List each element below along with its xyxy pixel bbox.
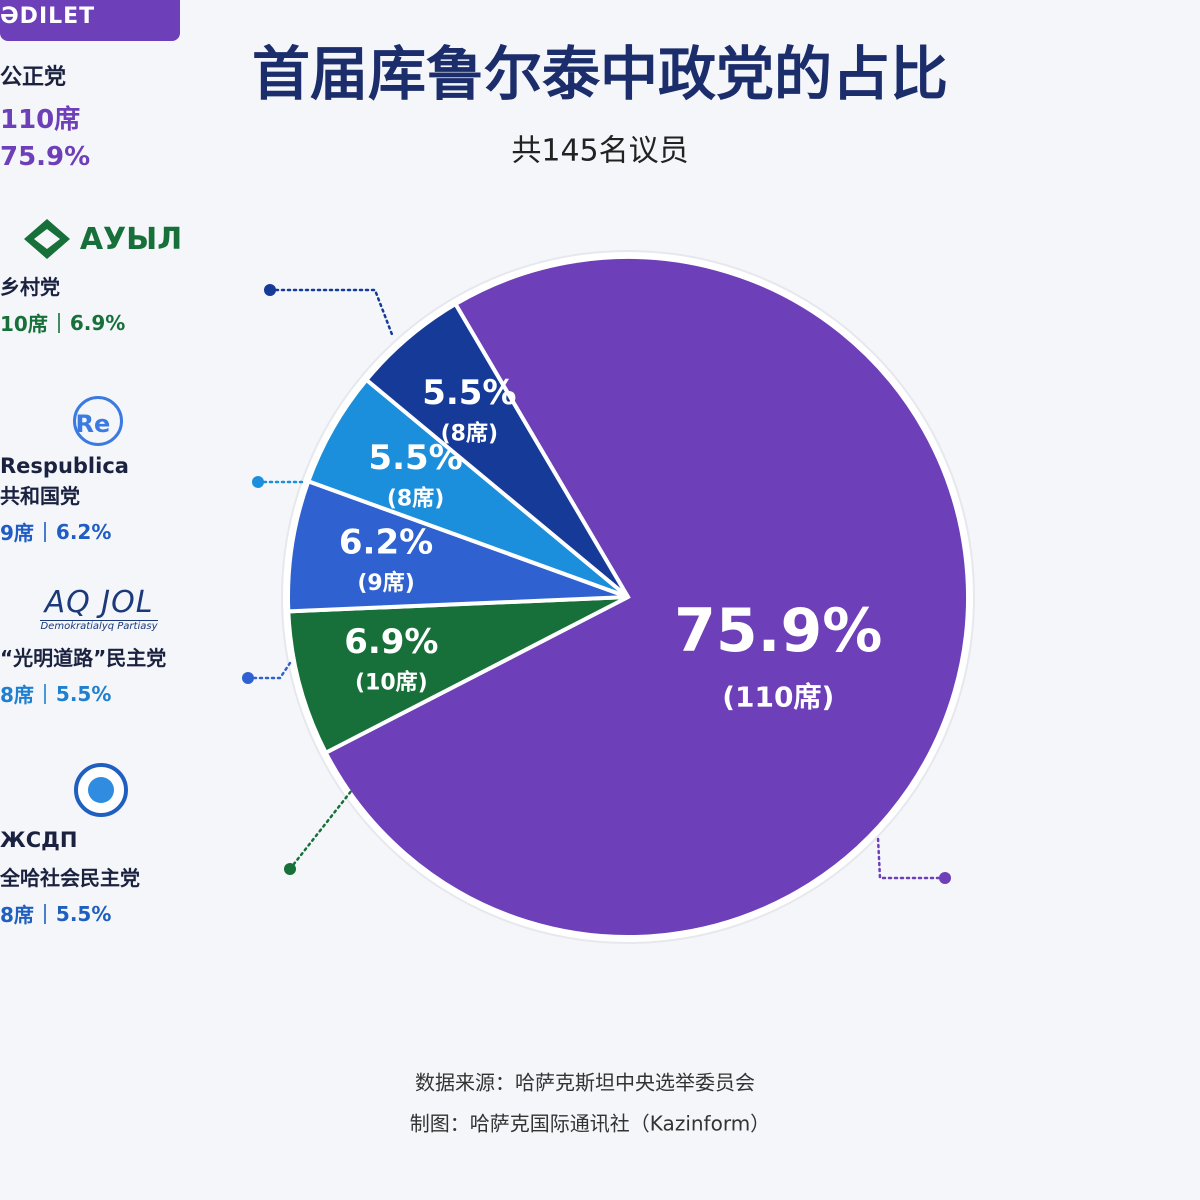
party-card: АУЫЛ 乡村党 10席 6.9% [0, 217, 204, 396]
logo-row: Re [0, 396, 195, 446]
connector [268, 288, 395, 339]
party-name: “光明道路”民主党 [0, 646, 167, 670]
slice-value-label: 5.5% [422, 373, 516, 413]
party-card: ƏDILET 公正党 110席 75.9% [0, 0, 207, 217]
separator [43, 683, 46, 704]
connector-dot [264, 284, 276, 296]
chart-title: 首届库鲁尔泰中政党的占比 [252, 40, 948, 108]
party-share: 6.9% [69, 310, 126, 335]
party-logo: AQ JOL [44, 585, 154, 620]
slice-value-label: 6.2% [339, 522, 433, 562]
party-seats: 10席 [0, 312, 48, 336]
party-logo: АУЫЛ [79, 221, 183, 257]
connector [288, 788, 354, 871]
logo-row [0, 762, 202, 818]
slice-seat-label: (8席) [387, 485, 444, 511]
party-seats: 9席 [0, 521, 34, 545]
party-card: ЖСДП 全哈社会民主党 8席 5.5% [0, 762, 202, 948]
connector-dot [939, 872, 951, 884]
party-share: 6.2% [55, 519, 112, 544]
connector [246, 658, 294, 680]
source-note: 数据来源：哈萨克斯坦中央选举委员会 [415, 1071, 755, 1095]
party-name: 乡村党 [0, 275, 60, 299]
slice-seat-label: (9席) [357, 570, 414, 596]
connector-dot [284, 863, 296, 875]
party-tagline: Demokratialyq Partiasy [40, 620, 158, 632]
pie-slice [286, 595, 629, 756]
party-logo: ƏDILET [0, 0, 180, 41]
logo-shape [23, 219, 70, 259]
party-brand: Respublica [0, 454, 129, 478]
slice-value-label: 6.9% [344, 622, 438, 662]
party-seats: 110席 [0, 105, 81, 135]
party-stats: 10席 6.9% [0, 308, 204, 337]
party-stats: 8席 5.5% [0, 679, 198, 708]
party-brand: ЖСДП [0, 828, 78, 852]
separator [57, 312, 60, 333]
connector-dot [242, 672, 254, 684]
party-name: 共和国党 [0, 484, 80, 508]
connector [876, 836, 947, 880]
party-seats: 8席 [0, 683, 34, 707]
party-share: 5.5% [55, 901, 112, 926]
party-share: 75.9% [0, 142, 91, 172]
party-name: 公正党 [0, 65, 67, 90]
party-name: 全哈社会民主党 [0, 866, 140, 890]
slice-seat-label: (110席) [722, 680, 834, 713]
party-stats: 9席 6.2% [0, 517, 195, 546]
party-card: AQ JOL Demokratialyq Partiasy “光明道路”民主党 8席 5… [0, 585, 198, 762]
connector-dot [252, 476, 264, 488]
logo-row: AQ JOL Demokratialyq Partiasy [0, 585, 198, 632]
separator [43, 903, 46, 924]
logo-row: АУЫЛ [0, 217, 204, 261]
party-seats: 8席 [0, 903, 34, 927]
chart-subtitle: 共145名议员 [511, 134, 688, 169]
slice-value-label: 75.9% [674, 596, 882, 666]
logo-icon [74, 763, 128, 817]
pie-slice [323, 255, 970, 939]
pie-slice [363, 301, 630, 599]
party-card: Re Respublica 共和国党 9席 6.2% [0, 396, 195, 585]
slice-seat-label: (10席) [355, 670, 428, 696]
party-share: 5.5% [55, 681, 112, 706]
separator [43, 521, 46, 542]
credit-note: 制图：哈萨克国际通讯社（Kazinform） [410, 1112, 770, 1136]
party-stats: 8席 5.5% [0, 899, 202, 928]
pie-slice [286, 478, 629, 614]
logo-shape [88, 777, 114, 803]
logo-icon [23, 219, 70, 259]
slice-seat-label: (8席) [441, 421, 498, 447]
party-logo: Re [72, 396, 123, 446]
